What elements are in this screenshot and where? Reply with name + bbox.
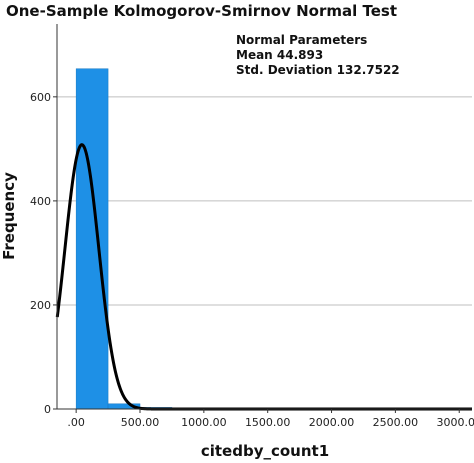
histogram-bars — [75, 68, 460, 410]
x-tick-label: 1000.00 — [181, 416, 227, 429]
histogram-bar — [75, 68, 109, 410]
annotation-mean: Mean 44.893 — [236, 48, 323, 62]
x-tick-label: 2000.00 — [309, 416, 355, 429]
y-tick-label: 0 — [44, 403, 51, 416]
y-tick-label: 600 — [30, 91, 51, 104]
x-tick-label: 3000.00 — [436, 416, 474, 429]
x-tick-label: 2500.00 — [373, 416, 419, 429]
gridlines — [57, 96, 472, 306]
annotation-heading: Normal Parameters — [236, 33, 367, 47]
axes — [53, 24, 472, 413]
x-tick-label: .00 — [67, 416, 85, 429]
y-tick-label: 400 — [30, 195, 51, 208]
y-tick-label: 200 — [30, 299, 51, 312]
chart-title: One-Sample Kolmogorov-Smirnov Normal Tes… — [6, 2, 397, 20]
x-tick-label: 1500.00 — [245, 416, 291, 429]
normal-curve — [55, 143, 472, 411]
y-tick-labels: 0 200 400 600 — [30, 91, 51, 416]
x-axis-title: citedby_count1 — [201, 442, 329, 460]
y-axis-title: Frequency — [0, 172, 18, 260]
annotation-std: Std. Deviation 132.7522 — [236, 63, 400, 77]
x-tick-labels: .00 500.00 1000.00 1500.00 2000.00 2500.00 300… — [67, 416, 474, 429]
x-tick-label: 500.00 — [121, 416, 160, 429]
